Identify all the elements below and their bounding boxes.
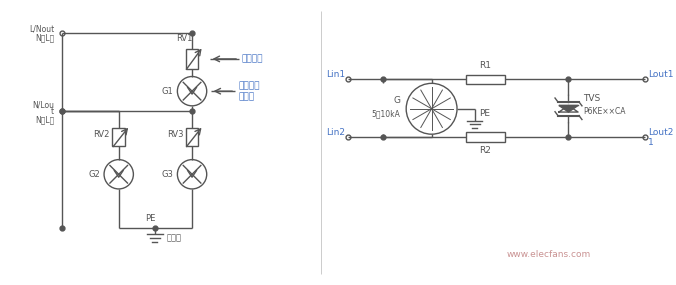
- Text: R2: R2: [479, 146, 491, 155]
- Bar: [186, 128, 199, 146]
- Text: G3: G3: [162, 170, 174, 179]
- Bar: [186, 49, 199, 69]
- Text: TVS: TVS: [583, 95, 600, 103]
- Text: G: G: [393, 96, 400, 105]
- Text: L/Nout: L/Nout: [29, 24, 54, 33]
- Bar: [466, 132, 505, 142]
- Text: R1: R1: [479, 61, 491, 70]
- Text: 1: 1: [648, 139, 654, 148]
- Text: G1: G1: [162, 87, 174, 96]
- Text: t: t: [51, 107, 54, 116]
- Bar: [112, 128, 125, 146]
- Text: Lin2: Lin2: [327, 128, 345, 137]
- Text: 压敏电阻: 压敏电阻: [242, 54, 264, 63]
- Text: Lout1: Lout1: [648, 70, 673, 79]
- Text: P6KE××CA: P6KE××CA: [583, 107, 626, 116]
- Text: www.elecfans.com: www.elecfans.com: [507, 250, 591, 259]
- Polygon shape: [559, 105, 578, 112]
- Text: 陶瓷气体: 陶瓷气体: [238, 82, 260, 91]
- Bar: [466, 75, 505, 84]
- Text: RV1: RV1: [176, 34, 193, 43]
- Text: 保护地: 保护地: [166, 233, 182, 242]
- Text: PE: PE: [145, 214, 155, 223]
- Text: 放电管: 放电管: [238, 93, 254, 101]
- Text: PE: PE: [479, 109, 491, 118]
- Text: RV3: RV3: [167, 130, 183, 139]
- Text: N（L）: N（L）: [35, 33, 54, 42]
- Text: N/Lou: N/Lou: [32, 100, 54, 109]
- Text: Lout2: Lout2: [648, 128, 673, 137]
- Text: N（L）: N（L）: [35, 115, 54, 124]
- Text: Lin1: Lin1: [327, 70, 345, 79]
- Text: RV2: RV2: [93, 130, 110, 139]
- Text: 5～10kA: 5～10kA: [371, 109, 400, 118]
- Text: G2: G2: [89, 170, 100, 179]
